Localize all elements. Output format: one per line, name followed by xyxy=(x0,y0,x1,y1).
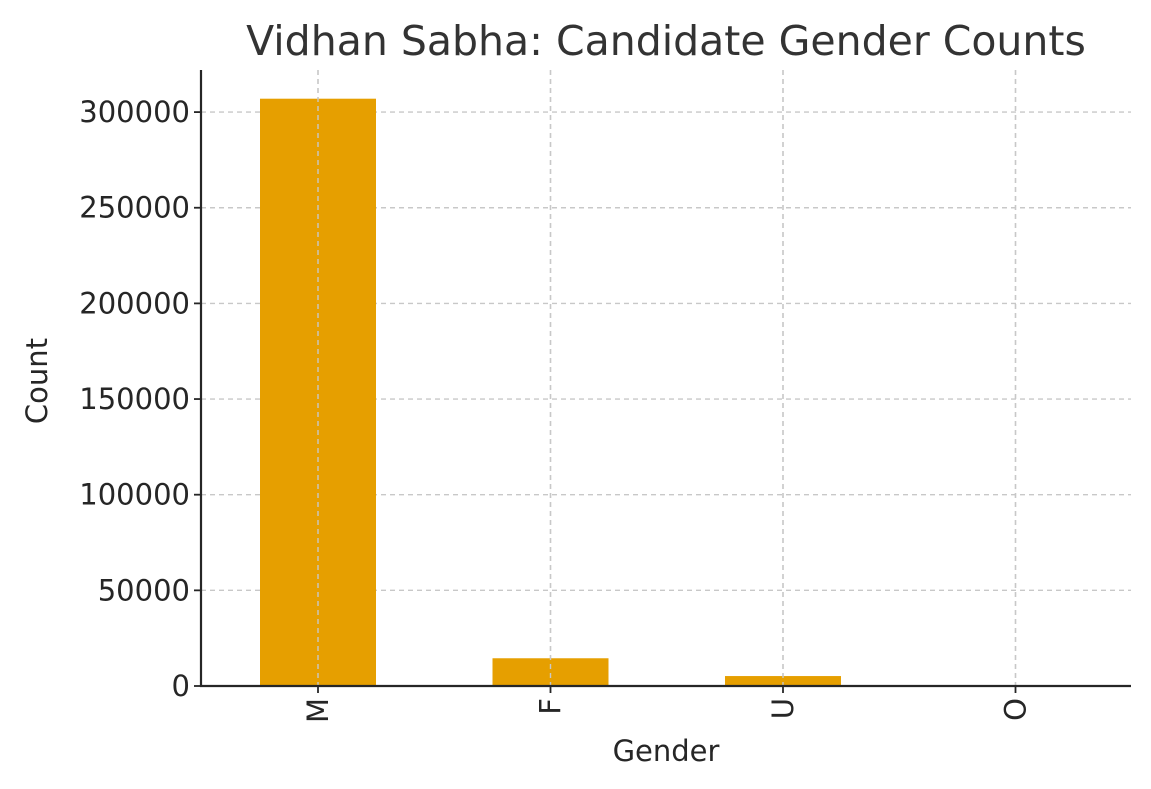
y-tick-label: 50000 xyxy=(98,573,190,607)
x-tick-label: U xyxy=(766,698,800,719)
y-tick-label: 300000 xyxy=(79,95,190,129)
bar-U xyxy=(725,676,841,686)
y-tick-label: 0 xyxy=(172,669,190,703)
y-tick-label: 200000 xyxy=(79,286,190,320)
bar-F xyxy=(492,658,609,686)
x-tick-label: F xyxy=(534,698,568,715)
x-axis-label: Gender xyxy=(613,734,720,768)
axis-layer xyxy=(199,70,1131,688)
x-tick-label: O xyxy=(999,698,1033,721)
y-tick-label: 100000 xyxy=(79,478,190,512)
y-tick-label: 250000 xyxy=(79,191,190,225)
chart-title: Vidhan Sabha: Candidate Gender Counts xyxy=(246,17,1086,65)
bar-M xyxy=(260,98,376,686)
tick-layer: 0 50000 100000 150000 200000 250000 300000 M F U O xyxy=(79,95,1032,723)
y-tick-label: 150000 xyxy=(79,382,190,416)
bar-layer xyxy=(260,70,1074,686)
x-tick-label: M xyxy=(301,698,335,723)
y-axis-label: Count xyxy=(20,338,54,424)
